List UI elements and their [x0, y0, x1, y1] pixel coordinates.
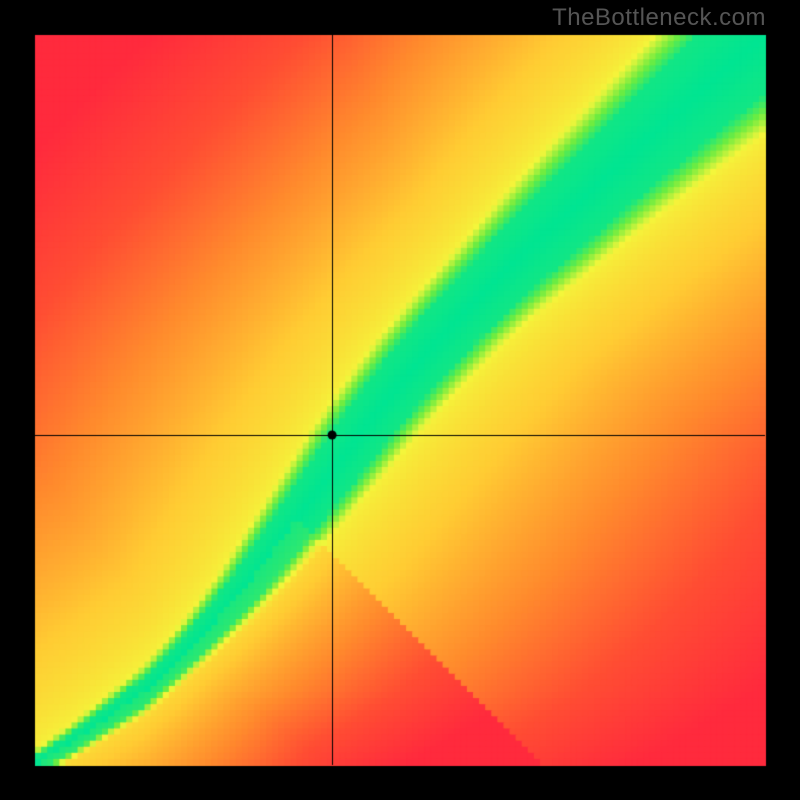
watermark-text: TheBottleneck.com: [552, 4, 766, 32]
bottleneck-heatmap: [0, 0, 800, 800]
chart-container: TheBottleneck.com: [0, 0, 800, 800]
